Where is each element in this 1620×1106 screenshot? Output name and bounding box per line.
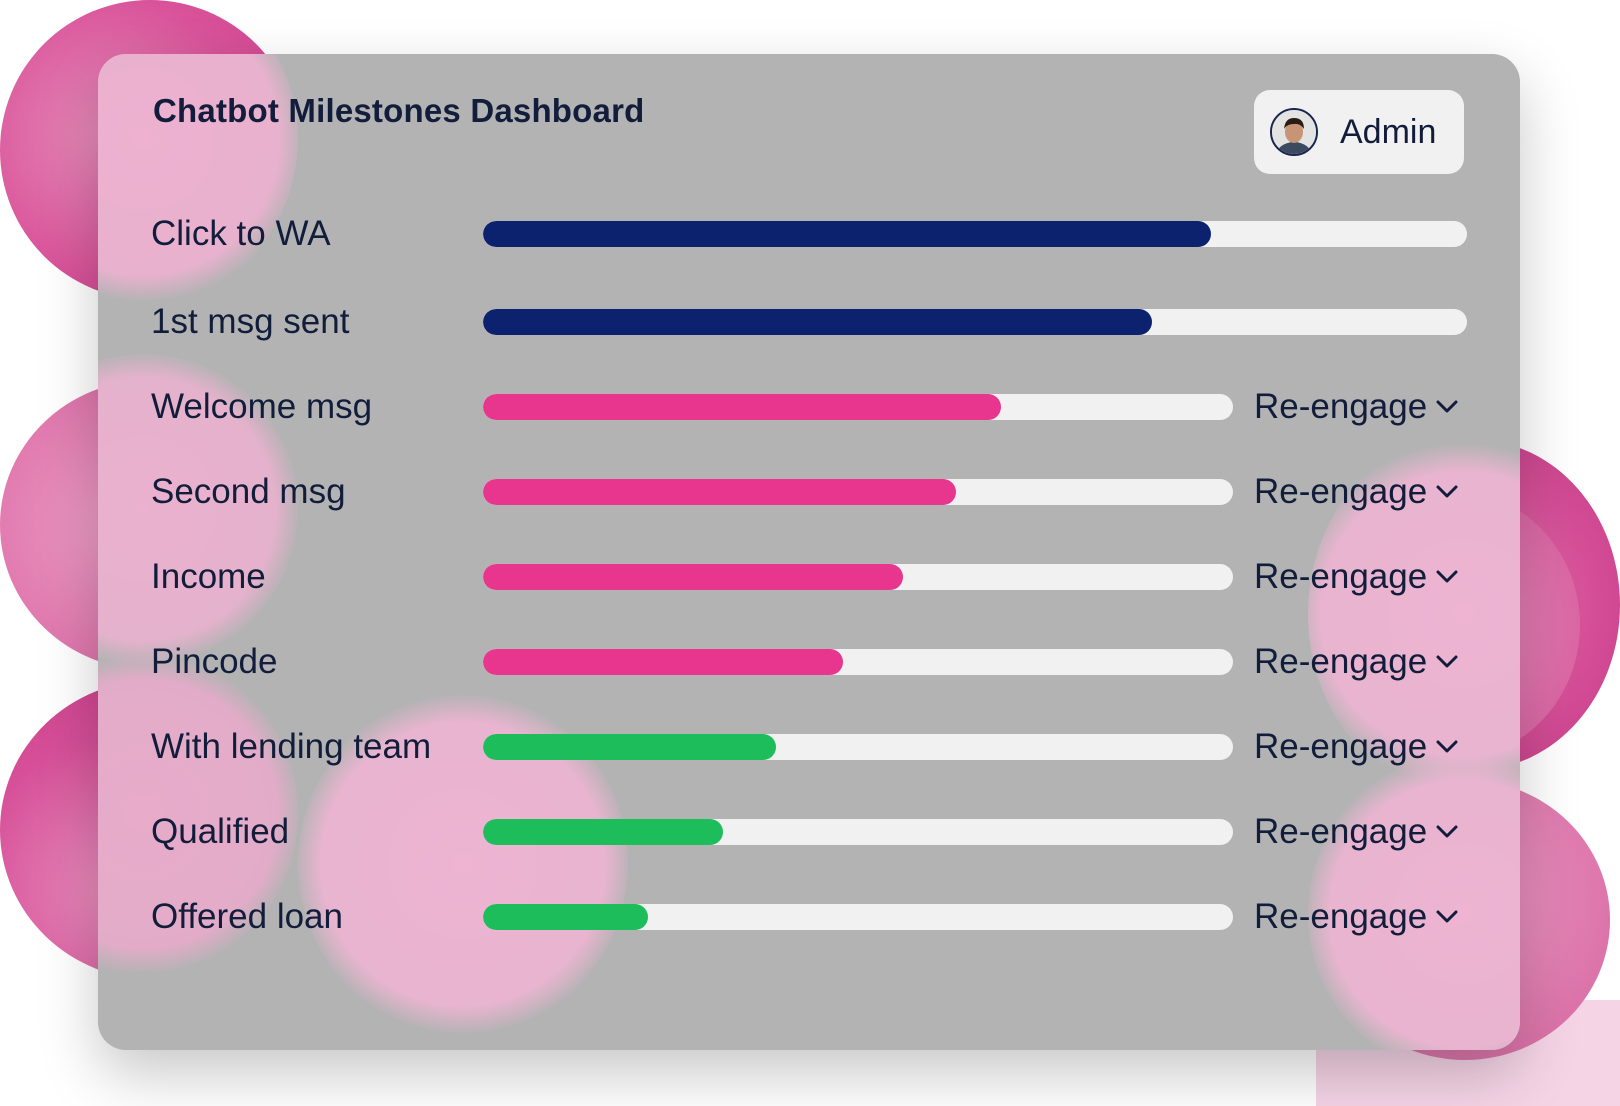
- chevron-down-icon: [1436, 485, 1458, 498]
- progress-fill: [483, 394, 1001, 420]
- reengage-dropdown[interactable]: Re-engage: [1254, 897, 1459, 937]
- user-menu-button[interactable]: Admin: [1254, 90, 1464, 174]
- reengage-dropdown[interactable]: Re-engage: [1254, 557, 1459, 597]
- progress-track: [483, 734, 1233, 760]
- milestone-row: With lending team Re-engage: [98, 717, 1520, 777]
- reengage-dropdown[interactable]: Re-engage: [1254, 812, 1459, 852]
- progress-fill: [483, 649, 843, 675]
- user-avatar-icon: [1272, 110, 1316, 154]
- chevron-down-icon: [1436, 740, 1458, 753]
- progress-fill: [483, 904, 648, 930]
- chevron-down-icon: [1436, 825, 1458, 838]
- milestone-label: 1st msg sent: [151, 302, 350, 341]
- progress-track: [483, 479, 1233, 505]
- progress-track: [483, 309, 1467, 335]
- progress-track: [483, 564, 1233, 590]
- progress-fill: [483, 479, 956, 505]
- chevron-down-icon: [1436, 400, 1458, 413]
- reengage-label: Re-engage: [1254, 387, 1428, 426]
- progress-fill: [483, 564, 903, 590]
- avatar: [1270, 108, 1318, 156]
- milestone-row: Offered loan Re-engage: [98, 887, 1520, 947]
- milestone-row: 1st msg sent: [98, 292, 1520, 352]
- reengage-label: Re-engage: [1254, 812, 1428, 851]
- milestone-label: Offered loan: [151, 897, 343, 936]
- progress-track: [483, 394, 1233, 420]
- progress-track: [483, 649, 1233, 675]
- progress-fill: [483, 819, 723, 845]
- milestone-row: Welcome msg Re-engage: [98, 377, 1520, 437]
- milestone-label: Income: [151, 557, 266, 596]
- chevron-down-icon: [1436, 910, 1458, 923]
- reengage-dropdown[interactable]: Re-engage: [1254, 727, 1459, 767]
- milestone-label: Welcome msg: [151, 387, 373, 426]
- milestone-label: With lending team: [151, 727, 432, 766]
- reengage-dropdown[interactable]: Re-engage: [1254, 642, 1459, 682]
- milestone-label: Pincode: [151, 642, 278, 681]
- reengage-label: Re-engage: [1254, 897, 1428, 936]
- dashboard-card: Chatbot Milestones Dashboard Admin Click…: [98, 54, 1520, 1050]
- milestone-label: Qualified: [151, 812, 290, 851]
- milestone-row: Second msg Re-engage: [98, 462, 1520, 522]
- milestone-label: Second msg: [151, 472, 346, 511]
- reengage-label: Re-engage: [1254, 557, 1428, 596]
- progress-fill: [483, 221, 1212, 247]
- progress-track: [483, 819, 1233, 845]
- reengage-label: Re-engage: [1254, 642, 1428, 681]
- progress-fill: [483, 734, 776, 760]
- reengage-label: Re-engage: [1254, 727, 1428, 766]
- milestone-row: Qualified Re-engage: [98, 802, 1520, 862]
- reengage-dropdown[interactable]: Re-engage: [1254, 472, 1459, 512]
- milestone-row: Pincode Re-engage: [98, 632, 1520, 692]
- milestone-label: Click to WA: [151, 214, 331, 253]
- progress-track: [483, 221, 1467, 247]
- chevron-down-icon: [1436, 570, 1458, 583]
- milestone-row: Income Re-engage: [98, 547, 1520, 607]
- reengage-dropdown[interactable]: Re-engage: [1254, 387, 1459, 427]
- chevron-down-icon: [1436, 655, 1458, 668]
- reengage-label: Re-engage: [1254, 472, 1428, 511]
- user-name: Admin: [1340, 112, 1437, 151]
- progress-track: [483, 904, 1233, 930]
- milestone-list: Click to WA 1st msg sent Welcome msg Re-eng…: [98, 54, 1520, 1050]
- milestone-row: Click to WA: [98, 204, 1520, 264]
- progress-fill: [483, 309, 1153, 335]
